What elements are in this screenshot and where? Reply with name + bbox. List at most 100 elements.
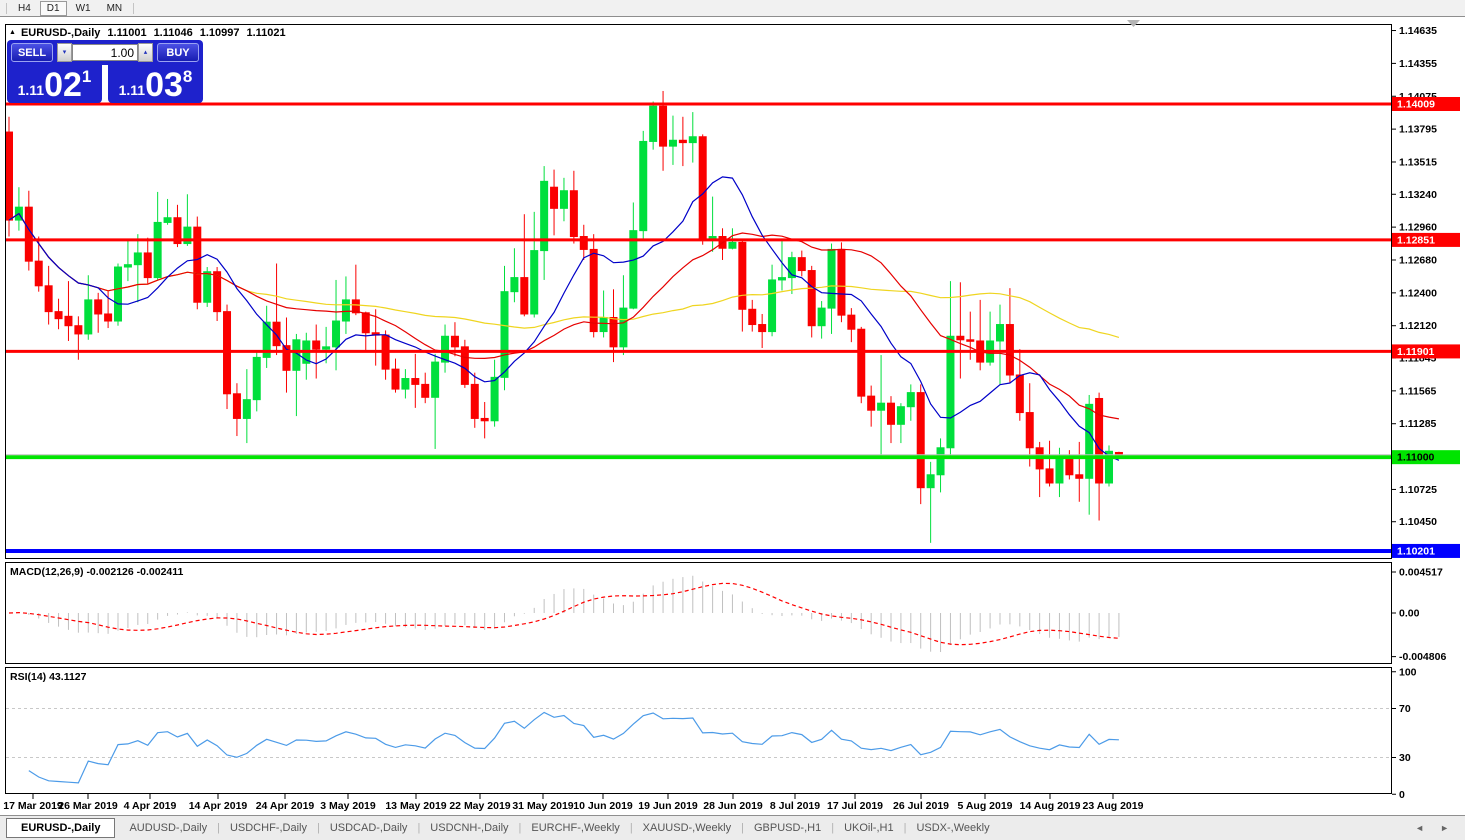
date-label: 14 Aug 2019 (1019, 800, 1081, 812)
tab-usdx-weekly[interactable]: USDX-,Weekly (916, 822, 990, 834)
candle-body (510, 277, 519, 293)
date-label: 14 Apr 2019 (188, 800, 248, 812)
candle-body (262, 321, 271, 358)
candle-body (738, 241, 747, 310)
tab-usdchf-daily[interactable]: USDCHF-,Daily (229, 822, 307, 834)
candle-body (619, 307, 628, 348)
rsi-tick-label: 70 (1399, 703, 1411, 715)
candle-body (361, 312, 370, 334)
candle-body (698, 136, 707, 241)
macd-label: MACD(12,26,9) -0.002126 -0.002411 (10, 566, 184, 578)
rsi-line (28, 711, 1119, 784)
tab-separator: | (518, 822, 522, 834)
candle-body (332, 320, 341, 348)
timeframe-button-h4[interactable]: H4 (18, 2, 31, 14)
candle-body (559, 190, 568, 209)
candle-body (6, 131, 13, 221)
rsi-panel-frame (5, 667, 1392, 794)
candle-body (114, 266, 123, 322)
candle-body (64, 315, 73, 327)
candle-body (173, 217, 182, 245)
timeframe-button-mn[interactable]: MN (106, 2, 123, 14)
sell-quote-box[interactable]: 1.11 02 1 (7, 65, 102, 103)
candle-body (857, 328, 866, 397)
candle-body (460, 346, 469, 385)
tab-audusd-daily[interactable]: AUDUSD-,Daily (129, 822, 208, 834)
candle-body (599, 316, 608, 333)
price-tick-label: 1.12120 (1399, 320, 1437, 332)
candle-body (1075, 474, 1084, 479)
date-label: 17 Jul 2019 (826, 800, 884, 812)
tab-separator: | (903, 822, 907, 834)
sell-price-sup: 1 (81, 67, 92, 86)
tab-separator: | (629, 822, 633, 834)
rsi-tick-label: 0 (1399, 789, 1405, 801)
candle-body (817, 307, 826, 327)
one-click-top-row: SELL ▾ ▴ BUY (7, 40, 203, 65)
timeframe-button-w1[interactable]: W1 (75, 2, 91, 14)
candle-body (540, 180, 549, 252)
tab-scroll-left-icon[interactable]: ◄ (1415, 823, 1425, 833)
buy-button[interactable]: BUY (157, 43, 199, 62)
tab-eurchf-weekly[interactable]: EURCHF-,Weekly (531, 822, 620, 834)
candle-body (867, 395, 876, 411)
one-click-collapse-icon[interactable]: ▲ (9, 29, 16, 36)
tab-usdcnh-daily[interactable]: USDCNH-,Daily (430, 822, 509, 834)
ohlc-low: 1.10997 (199, 27, 240, 39)
price-tick-label: 1.14355 (1399, 58, 1437, 70)
volume-input[interactable] (72, 44, 138, 61)
candle-body (520, 277, 529, 315)
chart-shift-icon[interactable] (1127, 20, 1140, 27)
candle-body (579, 236, 588, 250)
level-badge (1392, 344, 1460, 359)
price-tick-label: 1.13795 (1399, 124, 1437, 136)
macd-tick-label: 0.004517 (1399, 567, 1443, 579)
candle-body (639, 140, 648, 232)
date-label: 28 Jun 2019 (703, 800, 763, 812)
macd-signal-line (8, 582, 1119, 646)
candle-body (143, 252, 152, 279)
candle-body (768, 279, 777, 333)
candle-body (1015, 374, 1024, 414)
rsi-tick-label: 30 (1399, 752, 1411, 764)
tab-scroll-right-icon[interactable]: ► (1440, 823, 1449, 833)
candle-body (490, 376, 499, 422)
tab-eurusd-daily[interactable]: EURUSD-,Daily (6, 818, 116, 838)
buy-price-small: 1.11 (118, 82, 146, 98)
candle-body (44, 285, 53, 313)
date-label: 17 Mar 2019 (3, 800, 63, 812)
candle-body (94, 299, 103, 315)
tab-xauusd-weekly[interactable]: XAUUSD-,Weekly (642, 822, 732, 834)
candle-body (1105, 450, 1114, 484)
price-tick-label: 1.12960 (1399, 222, 1437, 234)
candle-body (589, 248, 598, 333)
volume-increase-icon[interactable]: ▴ (138, 43, 153, 62)
timeframe-button-d1[interactable]: D1 (39, 0, 67, 16)
rsi-layer (6, 708, 1391, 784)
candle-body (550, 186, 559, 209)
tab-gbpusd-h1[interactable]: GBPUSD-,H1 (753, 822, 822, 834)
sell-button[interactable]: SELL (11, 43, 53, 62)
candle-body (1095, 397, 1104, 484)
candle-body (104, 313, 113, 322)
ohlc-high: 1.11046 (153, 27, 193, 39)
toolbar-separator (133, 2, 135, 14)
main-panel-frame (5, 24, 1392, 559)
candle-body (896, 406, 905, 425)
buy-quote-box[interactable]: 1.11 03 8 (108, 65, 203, 103)
candle-body (480, 417, 489, 422)
ma-line-10 (8, 176, 1120, 461)
tab-ukoil-h1[interactable]: UKOil-,H1 (844, 822, 894, 834)
date-label: 31 May 2019 (512, 800, 574, 812)
candle-body (668, 139, 677, 147)
candle-body (678, 139, 687, 144)
volume-decrease-icon[interactable]: ▾ (57, 43, 72, 62)
tab-usdcad-daily[interactable]: USDCAD-,Daily (329, 822, 408, 834)
candle-body (530, 250, 539, 315)
candle-body (84, 299, 93, 335)
candle-body (837, 248, 846, 316)
candle-body (54, 311, 63, 320)
